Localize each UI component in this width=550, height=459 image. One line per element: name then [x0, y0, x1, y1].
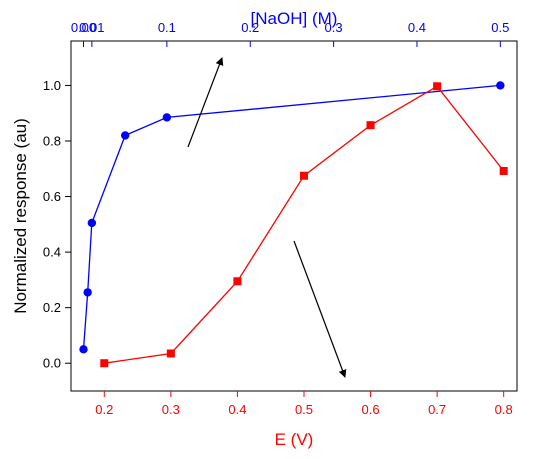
- x-tick-label: 0.5: [295, 402, 313, 417]
- x-tick-label: 0.7: [428, 402, 446, 417]
- x-axis-label: E (V): [275, 430, 314, 449]
- top-axis: 0.000.01 0.1 0.2 0.3 0.4 0.5: [71, 20, 509, 47]
- series-1-point: [83, 288, 92, 297]
- y-tick-label: 0.4: [43, 245, 61, 260]
- x2-tick-label: 0.3: [325, 20, 343, 35]
- x2-tick-label: 0.00: [71, 20, 96, 35]
- series-1-point: [496, 81, 505, 90]
- y-tick-label: 0.2: [43, 300, 61, 315]
- series-2-point: [166, 349, 175, 358]
- arrow-to-bottom-axis: [293, 240, 347, 378]
- annotation-layer: [187, 57, 347, 378]
- x-tick-label: 0.6: [362, 402, 380, 417]
- series-2-line: [104, 85, 505, 364]
- series-layer: [79, 81, 508, 368]
- y-tick-label: 0.6: [43, 189, 61, 204]
- x2-tick-label: 0.4: [408, 20, 426, 35]
- series-2-point: [499, 167, 508, 175]
- series-1-point: [79, 345, 88, 354]
- series-1-point: [87, 218, 97, 228]
- y-axis-label: Normalized response (au): [11, 118, 30, 314]
- y-tick-label: 0.0: [43, 356, 61, 371]
- series-1-line: [82, 84, 501, 350]
- x-tick-label: 0.2: [95, 402, 113, 417]
- x2-tick-label: 0.1: [158, 20, 176, 35]
- x2-tick-label: 0.5: [491, 20, 509, 35]
- series-2-point: [233, 277, 242, 286]
- series-1-point: [162, 113, 172, 122]
- x-tick-label: 0.3: [162, 402, 180, 417]
- series-1-point: [120, 131, 130, 140]
- series-2-point: [100, 359, 109, 368]
- series-2-point: [299, 171, 308, 180]
- x-tick-label: 0.8: [495, 402, 513, 417]
- x-tick-label: 0.4: [228, 402, 246, 417]
- plot-frame: [70, 40, 518, 392]
- series-2-point: [433, 82, 442, 91]
- x2-axis-label: [NaOH] (M): [251, 9, 338, 28]
- y-tick-label: 1.0: [43, 78, 61, 93]
- bottom-axis: 0.2 0.3 0.4 0.5 0.6 0.7 0.8: [95, 391, 513, 417]
- x2-tick-label: 0.2: [241, 20, 259, 35]
- x2-tick-label: 0.01: [79, 20, 104, 35]
- left-axis: 0.0 0.2 0.4 0.6 0.8 1.0: [43, 78, 71, 371]
- series-2-point: [366, 121, 375, 130]
- y-tick-label: 0.8: [43, 134, 61, 149]
- arrow-to-top-axis: [187, 57, 224, 148]
